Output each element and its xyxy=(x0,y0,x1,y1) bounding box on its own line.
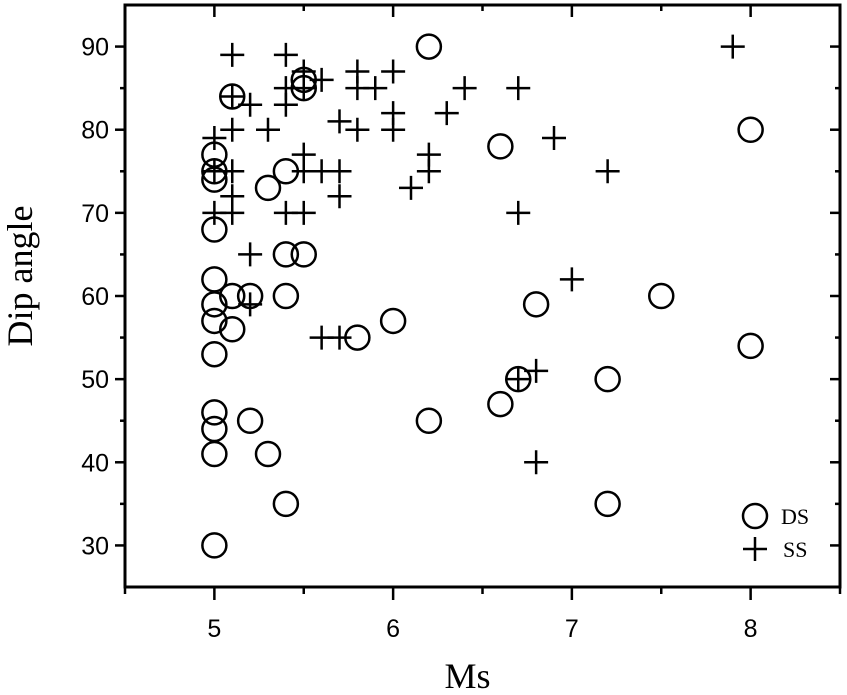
x-tick-label: 7 xyxy=(565,615,579,643)
ds-point xyxy=(379,307,407,335)
ds-point xyxy=(487,390,514,418)
ds-point xyxy=(648,282,675,310)
ss-point xyxy=(345,117,370,142)
ds-point xyxy=(219,316,246,343)
ss-point xyxy=(220,159,245,184)
ds-point xyxy=(415,407,443,434)
ss-point xyxy=(327,159,352,184)
ds-point xyxy=(201,340,228,368)
ss-point xyxy=(452,76,477,101)
y-tick-label: 40 xyxy=(81,449,109,477)
ss-point xyxy=(220,200,245,225)
ds-point xyxy=(201,266,228,293)
ss-point xyxy=(202,126,227,151)
ds-point xyxy=(737,332,764,360)
ss-point xyxy=(220,84,245,109)
ds-point xyxy=(219,282,246,310)
ds-point xyxy=(594,365,621,393)
ss-point xyxy=(506,367,531,392)
ss-point xyxy=(220,42,245,67)
ss-point xyxy=(363,76,388,101)
ss-point xyxy=(238,92,263,117)
ds-point xyxy=(254,174,282,202)
ss-point xyxy=(238,292,263,317)
legend-label-ss: SS xyxy=(783,537,807,562)
y-tick-label: 60 xyxy=(81,283,109,311)
ss-point xyxy=(381,59,406,84)
ds-point xyxy=(201,399,228,426)
ss-point xyxy=(595,159,620,184)
ss-point xyxy=(220,117,245,142)
ss-point xyxy=(327,184,352,209)
ss-point xyxy=(399,175,423,200)
ds-point xyxy=(201,532,228,559)
ss-point xyxy=(720,34,745,59)
ss-point xyxy=(273,42,298,67)
ss-point xyxy=(291,76,316,101)
ds-point xyxy=(272,241,300,268)
ss-point xyxy=(327,109,352,134)
ss-point xyxy=(381,117,406,142)
ss-point xyxy=(416,159,441,184)
legend-label-ds: DS xyxy=(781,504,809,529)
y-tick-label: 90 xyxy=(81,34,109,62)
ds-point xyxy=(415,33,443,60)
ss-point xyxy=(542,126,566,151)
x-axis-title: Ms xyxy=(444,656,490,695)
ss-point xyxy=(506,200,531,225)
ss-point xyxy=(238,242,263,267)
ss-point xyxy=(256,117,280,142)
y-tick-label: 30 xyxy=(81,532,109,560)
tick-labels: 5 6 7 8 30 40 50 60 70 80 90 xyxy=(81,34,757,643)
y-tick-label: 80 xyxy=(81,117,109,145)
ss-point xyxy=(506,76,531,101)
ss-point xyxy=(524,358,549,383)
y-tick-label: 70 xyxy=(81,200,109,228)
plot-frame xyxy=(123,3,842,589)
ds-point xyxy=(594,490,621,518)
ss-point xyxy=(327,325,352,350)
ds-point xyxy=(272,490,300,518)
ss-point xyxy=(434,101,459,126)
axis-ticks xyxy=(115,5,842,600)
x-tick-label: 6 xyxy=(386,615,400,643)
legend-item-ss: SS xyxy=(743,537,807,562)
ds-point xyxy=(272,282,300,310)
ds-point xyxy=(522,291,550,318)
ds-point xyxy=(201,307,228,335)
ds-point xyxy=(236,407,264,434)
ds-point xyxy=(254,440,282,468)
ss-point xyxy=(291,200,316,225)
x-tick-label: 8 xyxy=(744,615,758,643)
ds-point xyxy=(487,133,514,160)
ds-point xyxy=(737,116,764,143)
ss-point xyxy=(524,450,549,475)
ds-point xyxy=(201,415,228,443)
legend: DS SS xyxy=(741,502,809,562)
ds-point xyxy=(290,241,317,268)
y-tick-label: 50 xyxy=(81,366,109,394)
series-ss-points xyxy=(202,34,745,475)
ss-point xyxy=(559,267,584,292)
circle-marker-icon xyxy=(741,502,769,530)
plus-marker-icon xyxy=(743,537,767,561)
legend-item-ds: DS xyxy=(741,502,809,530)
x-tick-label: 5 xyxy=(207,615,221,643)
y-axis-title: Dip angle xyxy=(0,206,40,347)
ss-point xyxy=(309,67,334,92)
ds-point xyxy=(201,440,228,468)
